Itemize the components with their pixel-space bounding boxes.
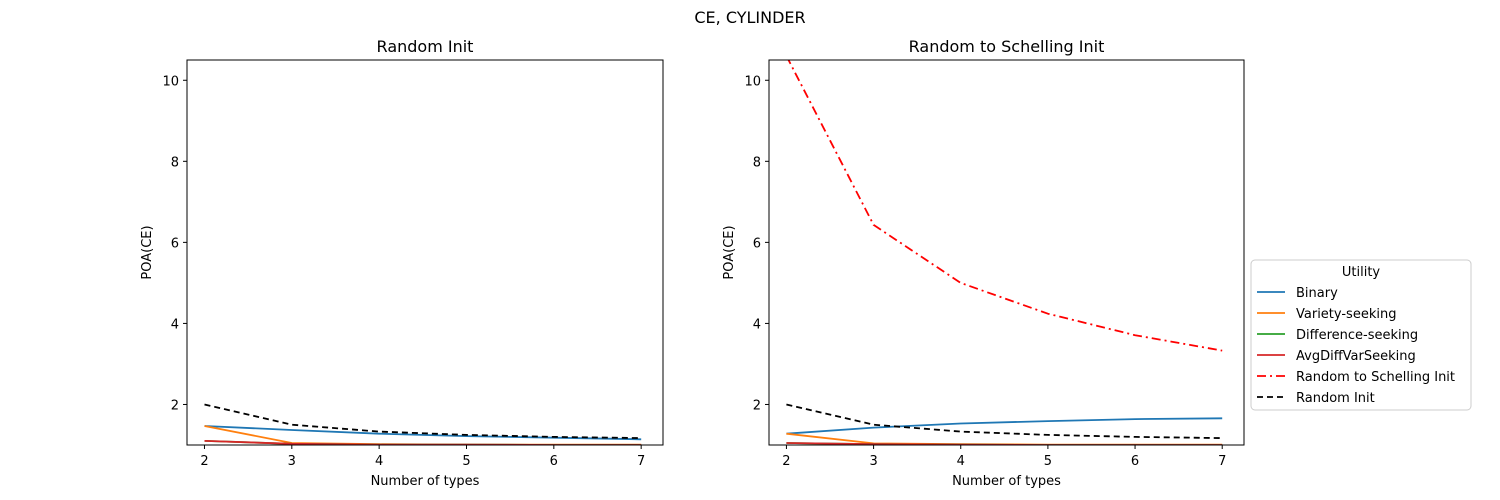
legend-label: AvgDiffVarSeeking [1296,349,1416,364]
x-tick-label: 2 [782,454,790,469]
y-tick-label: 2 [171,398,179,413]
subplot-random-init: 2 3 4 5 6 7 2 4 6 8 10 Random Init Number of types PO… [140,37,664,489]
legend-label: Binary [1296,286,1338,301]
y-tick-label: 4 [753,317,761,332]
subplot-title: Random Init [377,37,474,56]
y-tick-label: 6 [171,236,179,251]
x-tick-label: 7 [637,454,645,469]
legend-entry-avgdiffvarseeking: AvgDiffVarSeeking [1257,349,1416,364]
x-axis-label: Number of types [371,474,480,489]
y-tick-label: 8 [753,155,761,170]
subplot-random-to-schelling-init: 2 3 4 5 6 7 2 4 6 8 10 Random to Schelling Init Numb… [722,37,1245,489]
suptitle: CE, CYLINDER [694,8,805,27]
legend-label: Random to Schelling Init [1296,370,1455,385]
subplot-title: Random to Schelling Init [909,37,1105,56]
axes-frame [768,59,1245,446]
y-tick-label: 2 [753,398,761,413]
x-tick-label: 4 [375,454,383,469]
series-line-random-init [786,403,1223,439]
legend-entry-binary: Binary [1257,286,1338,301]
series-line-random-init [204,403,642,439]
x-tick-label: 6 [550,454,558,469]
plot-area [204,403,642,445]
legend-entry-random-init: Random Init [1257,391,1375,406]
plot-area [786,60,1223,445]
series-line-random-to-schelling-init [787,60,1223,352]
x-tick-label: 6 [1131,454,1139,469]
y-tick-label: 10 [162,74,179,89]
y-tick-label: 8 [171,155,179,170]
legend-frame [1250,259,1472,411]
legend-entry-difference-seeking: Difference-seeking [1257,328,1418,343]
x-tick-label: 4 [957,454,965,469]
legend-label: Difference-seeking [1296,328,1418,343]
x-axis-label: Number of types [952,474,1061,489]
series-line-binary [204,425,642,441]
x-tick-label: 3 [869,454,877,469]
x-tick-label: 3 [288,454,296,469]
legend-label: Random Init [1296,391,1375,406]
y-axis-label: POA(CE) [140,225,155,279]
y-tick-label: 4 [171,317,179,332]
y-tick-label: 6 [753,236,761,251]
x-tick-label: 5 [462,454,470,469]
x-tick-label: 5 [1044,454,1052,469]
series-line-variety-seeking [786,432,1223,445]
legend-title: Utility [1342,265,1381,280]
legend-entry-variety-seeking: Variety-seeking [1257,307,1396,322]
axes-frame [186,59,664,446]
x-tick-label: 2 [200,454,208,469]
x-tick-label: 7 [1218,454,1226,469]
legend-entry-random-to-schelling-init: Random to Schelling Init [1257,370,1455,385]
y-axis-label: POA(CE) [722,225,737,279]
series-line-binary [786,417,1223,435]
series-line-avgdiffvarseeking [204,440,642,445]
legend: Utility Binary Variety-seeking Difference-… [1250,259,1472,411]
legend-label: Variety-seeking [1296,307,1396,322]
y-tick-label: 10 [744,74,761,89]
